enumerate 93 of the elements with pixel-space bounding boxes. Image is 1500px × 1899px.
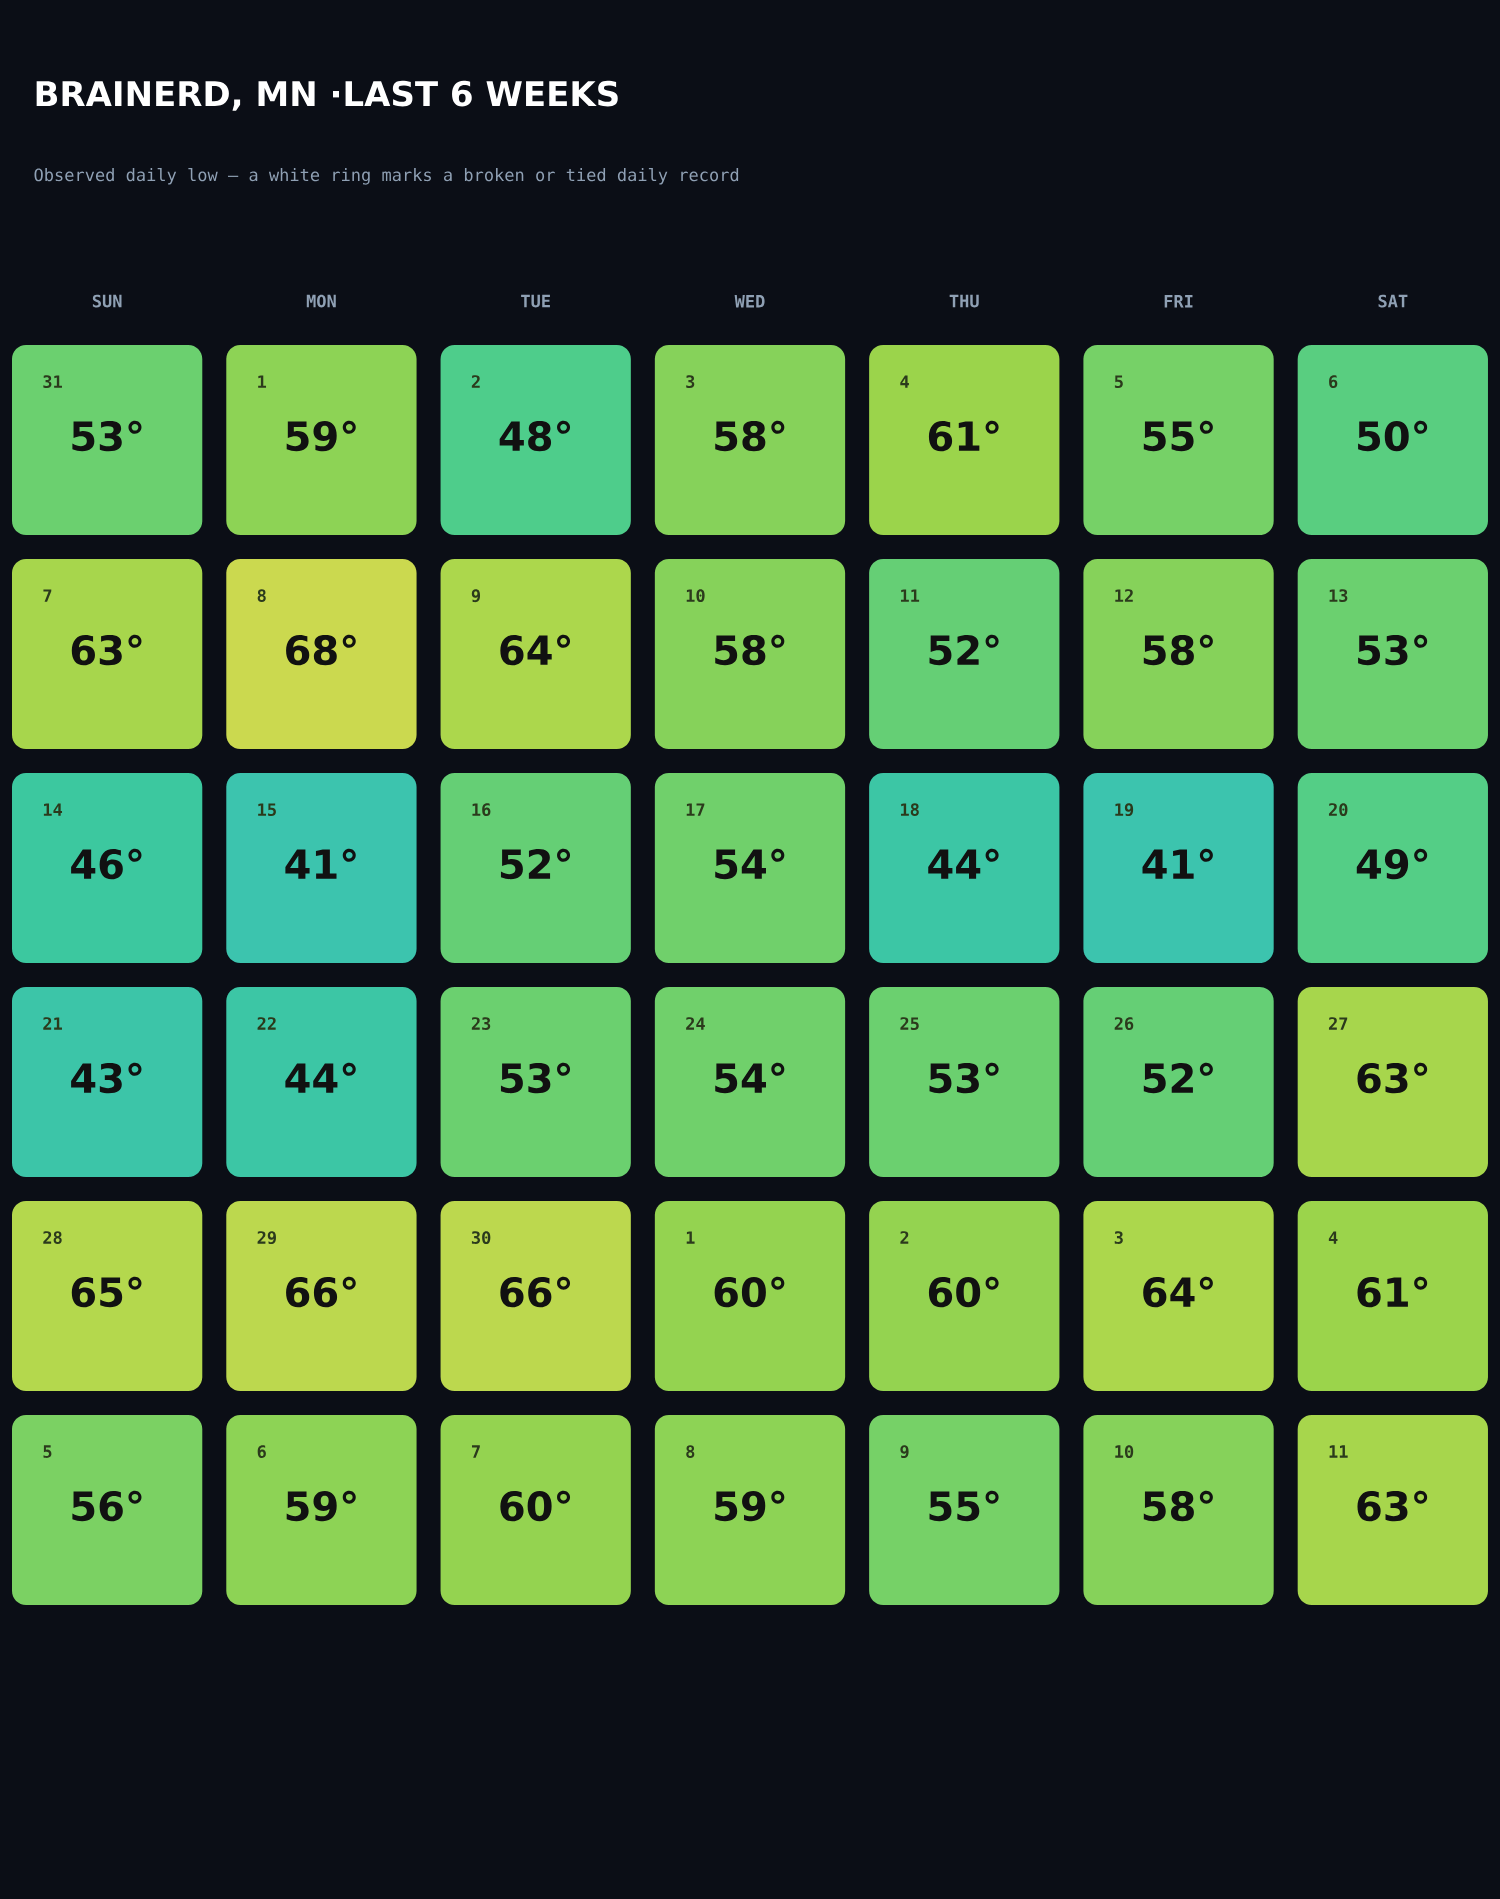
- annotation: 7: [43, 589, 52, 602]
- annotation: 30: [471, 1231, 491, 1245]
- annotation: 24: [686, 1017, 705, 1030]
- annotation: 6: [257, 1445, 266, 1459]
- x-tick-label: WED: [734, 295, 765, 308]
- annotation: 8: [257, 589, 266, 603]
- x-tick-label: TUE: [521, 294, 550, 308]
- annotation: 14: [43, 803, 63, 816]
- chart-title: BRAINERD, MN ·LAST 6 WEEKS: [36, 80, 618, 111]
- annotation: 1: [686, 1231, 695, 1244]
- annotation: 11: [901, 589, 920, 602]
- data-label: 58°: [715, 634, 785, 666]
- data-label: 60°: [714, 1276, 785, 1308]
- data-label: 50°: [1358, 420, 1428, 452]
- data-label: 64°: [1143, 1276, 1213, 1308]
- annotation: 13: [1329, 589, 1348, 603]
- annotation: 9: [900, 1445, 909, 1459]
- data-label: 63°: [1357, 1490, 1428, 1522]
- annotation: 3: [686, 375, 695, 389]
- data-label: 60°: [500, 1490, 571, 1522]
- data-label: 63°: [1357, 1062, 1428, 1094]
- annotation: 15: [258, 803, 276, 817]
- annotation: 5: [43, 1445, 52, 1458]
- annotation: 23: [471, 1017, 491, 1031]
- annotation: 18: [901, 803, 919, 817]
- data-label: 44°: [928, 848, 999, 879]
- annotation: 31: [43, 375, 62, 389]
- annotation: 1: [258, 375, 267, 388]
- data-label: 68°: [286, 634, 356, 666]
- x-tick-label: SUN: [92, 294, 122, 308]
- data-label: 63°: [71, 634, 142, 666]
- annotation: 12: [1115, 589, 1133, 602]
- data-label: 53°: [1358, 634, 1428, 666]
- x-tick-label: SAT: [1378, 294, 1408, 308]
- annotation: 2: [471, 375, 480, 388]
- annotation: 25: [900, 1017, 919, 1031]
- data-label: 58°: [1143, 1490, 1213, 1522]
- data-label: 53°: [72, 420, 142, 452]
- data-label: 43°: [71, 1062, 142, 1094]
- annotation: 29: [257, 1231, 276, 1245]
- data-label: 66°: [286, 1276, 356, 1308]
- x-tick-label: THU: [949, 294, 979, 308]
- annotation: 19: [1115, 803, 1134, 817]
- data-label: 41°: [1142, 848, 1213, 879]
- annotation: 26: [1114, 1017, 1134, 1031]
- annotation: 17: [686, 803, 705, 816]
- annotation: 11: [1329, 1445, 1348, 1458]
- annotation: 22: [257, 1017, 276, 1030]
- annotation: 27: [1328, 1017, 1348, 1030]
- data-label: 44°: [285, 1062, 356, 1093]
- data-label: 58°: [1143, 634, 1213, 666]
- annotation: 20: [1328, 803, 1348, 817]
- x-tick-label: MON: [306, 294, 336, 308]
- data-label: 60°: [928, 1276, 999, 1308]
- annotation: 10: [1115, 1445, 1134, 1458]
- annotation: 8: [686, 1445, 695, 1458]
- annotation: 5: [1114, 375, 1123, 389]
- data-label: 46°: [71, 848, 142, 880]
- data-label: 52°: [929, 634, 999, 666]
- x-tick-label: FRI: [1164, 295, 1193, 308]
- annotation: 7: [471, 1445, 480, 1458]
- chart-subtitle: Observed daily low — a white ring marks a broken or tied daily record: [34, 168, 739, 185]
- annotation: 28: [43, 1231, 62, 1245]
- data-label: 52°: [500, 848, 571, 880]
- data-label: 66°: [500, 1276, 571, 1308]
- annotation: 3: [1114, 1231, 1123, 1245]
- data-label: 54°: [715, 848, 785, 880]
- data-label: 55°: [929, 1490, 999, 1522]
- annotation: 4: [900, 375, 909, 388]
- data-label: 58°: [715, 420, 785, 452]
- data-label: 56°: [72, 1490, 142, 1522]
- data-label: 41°: [285, 848, 356, 879]
- data-label: 59°: [715, 1490, 785, 1522]
- data-label: 61°: [1357, 1276, 1428, 1308]
- annotation: 2: [900, 1231, 909, 1244]
- annotation: 4: [1328, 1231, 1338, 1244]
- annotation: 21: [43, 1017, 62, 1030]
- data-label: 54°: [715, 1062, 785, 1094]
- data-label: 49°: [1356, 848, 1428, 880]
- data-label: 52°: [1143, 1062, 1213, 1094]
- data-label: 61°: [928, 420, 999, 452]
- data-label: 59°: [286, 1490, 356, 1522]
- data-label: 59°: [286, 420, 356, 452]
- data-label: 64°: [500, 634, 571, 666]
- annotation: 9: [471, 589, 481, 603]
- data-label: 65°: [71, 1276, 142, 1308]
- annotation: 16: [472, 803, 491, 817]
- data-label: 48°: [499, 420, 571, 452]
- annotation: 6: [1329, 375, 1338, 389]
- data-label: 53°: [929, 1062, 999, 1094]
- annotation: 10: [686, 589, 705, 603]
- data-label: 55°: [1143, 420, 1213, 452]
- data-label: 53°: [500, 1062, 571, 1094]
